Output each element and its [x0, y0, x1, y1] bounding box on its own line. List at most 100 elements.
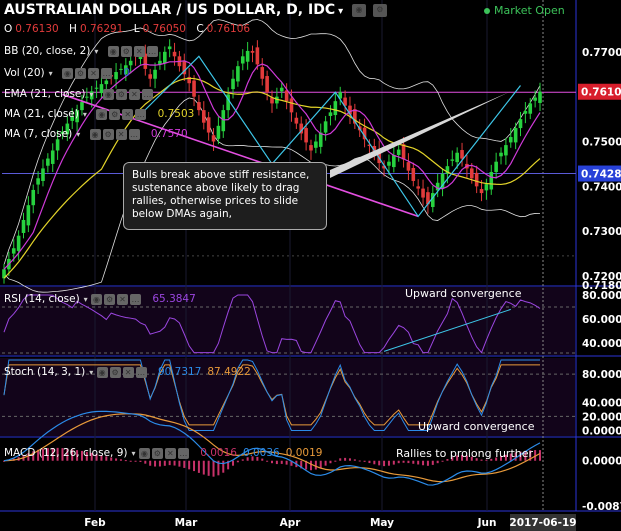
- gear-icon[interactable]: ⚙: [109, 366, 121, 378]
- close-icon[interactable]: ✕: [128, 88, 140, 100]
- rsi-panel-title[interactable]: RSI (14, close) ▾ ◉ ⚙ ✕… 65.3847: [4, 293, 196, 305]
- rsi-convergence-line: [383, 308, 511, 352]
- macd-histogram-bar: [178, 460, 181, 467]
- gear-icon[interactable]: ⚙: [115, 88, 127, 100]
- more-icon[interactable]: …: [135, 366, 147, 378]
- macd-histogram-bar: [285, 460, 288, 465]
- more-icon[interactable]: …: [128, 128, 140, 140]
- market-status: Market Open: [484, 4, 565, 17]
- gear-icon[interactable]: ⚙: [151, 447, 163, 459]
- macd-histogram-bar: [480, 459, 483, 461]
- macd-histogram-bar: [324, 460, 327, 466]
- more-icon[interactable]: …: [135, 108, 147, 120]
- bb-upper-line: [3, 19, 541, 265]
- analysis-note: Bulls break above stiff resistance, sust…: [123, 162, 327, 230]
- macd-histogram-bar: [95, 454, 98, 461]
- candle-body: [469, 168, 474, 179]
- macd-histogram-bar: [319, 460, 322, 468]
- close-icon[interactable]: ✕: [122, 366, 134, 378]
- gear-icon[interactable]: ⚙: [102, 128, 114, 140]
- eye-icon[interactable]: ◉: [96, 108, 108, 120]
- candle-body: [265, 76, 269, 93]
- stoch-panel-title[interactable]: Stoch (14, 3, 1) ▾ ◉ ⚙ ✕… 90.7317 87.4922: [4, 366, 251, 378]
- eye-icon[interactable]: ◉: [352, 3, 366, 17]
- gear-icon[interactable]: ⚙: [372, 3, 387, 17]
- more-icon[interactable]: …: [100, 67, 112, 79]
- close-icon[interactable]: ✕: [122, 108, 134, 120]
- eye-icon[interactable]: ◉: [107, 45, 119, 57]
- indicator-vol-value: 0: [123, 67, 130, 79]
- macd-histogram-bar: [246, 457, 249, 461]
- candle-body: [182, 60, 187, 75]
- macd-histogram-bar: [309, 460, 312, 471]
- macd-histogram-bar: [207, 460, 210, 476]
- candle-body: [148, 74, 152, 79]
- last-price-label: 0.76108: [581, 87, 621, 99]
- candle-body: [304, 128, 308, 143]
- macd-histogram-bar: [275, 460, 278, 465]
- macd-histogram-bar: [392, 460, 395, 465]
- macd-histogram-bar: [173, 460, 176, 466]
- macd-histogram-bar: [378, 460, 381, 466]
- more-icon[interactable]: …: [177, 447, 189, 459]
- macd-histogram-bar: [271, 460, 273, 464]
- indicator-ma7[interactable]: MA (7, close) ▾ ◉ ⚙ ✕… 0.7570: [4, 128, 188, 140]
- indicator-vol[interactable]: Vol (20) ▾ ◉ ⚙ ✕… 0: [4, 67, 130, 79]
- chart-title-text: AUSTRALIAN DOLLAR / US DOLLAR, D, IDC: [4, 2, 336, 18]
- gear-icon[interactable]: ⚙: [109, 108, 121, 120]
- stoch-tick-label: 0.0000: [582, 425, 621, 437]
- chart-title[interactable]: AUSTRALIAN DOLLAR / US DOLLAR, D, IDC ▾ ◉…: [4, 2, 389, 18]
- macd-histogram-bar: [417, 460, 420, 465]
- indicator-ma21[interactable]: MA (21, close) ▾ ◉ ⚙ ✕… 0.7503: [4, 108, 194, 120]
- more-icon[interactable]: …: [130, 293, 142, 305]
- eye-icon[interactable]: ◉: [138, 447, 150, 459]
- candle-body: [416, 186, 420, 189]
- more-icon[interactable]: …: [146, 45, 158, 57]
- candle-body: [518, 119, 523, 129]
- close-icon[interactable]: ✕: [117, 293, 129, 305]
- indicator-vol-label: Vol (20): [4, 67, 45, 79]
- downtrend-line: [62, 93, 419, 218]
- macd-line: [3, 410, 541, 486]
- candle-body: [89, 91, 94, 100]
- gear-icon[interactable]: ⚙: [120, 45, 132, 57]
- eye-icon[interactable]: ◉: [102, 88, 114, 100]
- more-icon[interactable]: …: [141, 88, 153, 100]
- eye-icon[interactable]: ◉: [61, 67, 73, 79]
- close-icon[interactable]: ✕: [87, 67, 99, 79]
- candle-body: [333, 101, 338, 116]
- macd-histogram-bar: [256, 456, 259, 461]
- macd-histogram-bar: [202, 460, 205, 475]
- macd-histogram-bar: [119, 459, 122, 461]
- macd-histogram-bar: [90, 452, 93, 461]
- macd-panel-title[interactable]: MACD (12, 26, close, 9) ▾ ◉ ⚙ ✕… 0.0016 0.00…: [4, 447, 322, 459]
- callout-pointer: [330, 91, 511, 178]
- macd-histogram-bar: [197, 460, 200, 473]
- macd-histogram-bar: [456, 455, 459, 461]
- candle-body: [279, 87, 284, 92]
- macd-histogram-bar: [124, 460, 127, 462]
- candle-body: [484, 184, 489, 191]
- candle-body: [450, 159, 455, 161]
- candle-body: [21, 219, 26, 233]
- gear-icon[interactable]: ⚙: [104, 293, 116, 305]
- close-icon[interactable]: ✕: [133, 45, 145, 57]
- macd-histogram-bar: [280, 460, 283, 464]
- eye-icon[interactable]: ◉: [91, 293, 103, 305]
- close-icon[interactable]: ✕: [164, 447, 176, 459]
- rsi-tick-label: 40.0000: [582, 338, 621, 350]
- eye-icon[interactable]: ◉: [96, 366, 108, 378]
- candle-body: [104, 80, 109, 85]
- macd-histogram-bar: [441, 460, 444, 462]
- macd-histogram-bar: [139, 460, 142, 462]
- indicator-bb[interactable]: BB (20, close, 2) ▾ ◉ ⚙ ✕…: [4, 45, 160, 57]
- macd-histogram-bar: [397, 460, 400, 464]
- gear-icon[interactable]: ⚙: [74, 67, 86, 79]
- macd-histogram-bar: [129, 460, 132, 462]
- stoch-panel-bg: [0, 358, 575, 436]
- candle-body: [240, 56, 245, 64]
- close-icon[interactable]: ✕: [115, 128, 127, 140]
- candle-body: [192, 80, 196, 97]
- eye-icon[interactable]: ◉: [89, 128, 101, 140]
- indicator-ema[interactable]: EMA (21, close) ▾ ◉ ⚙ ✕…: [4, 88, 155, 100]
